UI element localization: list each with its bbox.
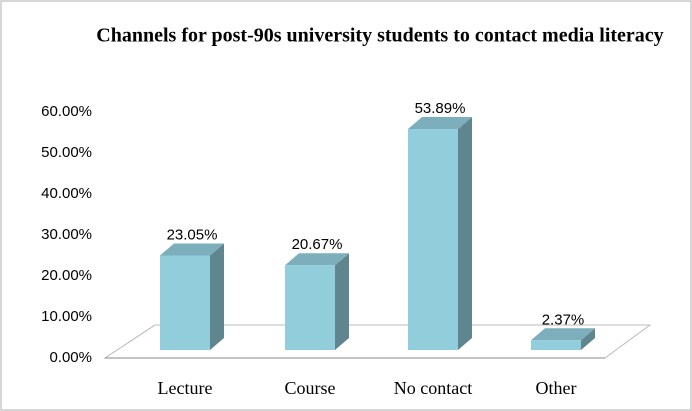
bar [531, 340, 581, 350]
bar-top [408, 117, 472, 130]
y-tick-label: 50.00% [41, 144, 92, 161]
x-tick-label: Lecture [158, 378, 213, 398]
y-tick-label: 30.00% [41, 226, 92, 243]
bar-side [210, 243, 224, 350]
bar [408, 129, 458, 350]
y-tick-label: 60.00% [41, 103, 92, 120]
x-tick-label: Other [536, 378, 577, 398]
bar-side [335, 253, 349, 350]
y-tick-label: 20.00% [41, 267, 92, 284]
bar-side [581, 328, 595, 350]
value-label: 23.05% [167, 226, 218, 243]
y-tick-label: 0.00% [49, 349, 92, 366]
x-tick-label: No contact [394, 378, 472, 398]
y-tick-label: 40.00% [41, 185, 92, 202]
value-label: 53.89% [415, 100, 466, 117]
bar-top [531, 328, 595, 341]
bar-top [160, 243, 224, 256]
bar-side [458, 117, 472, 351]
bar-top [285, 253, 349, 266]
value-label: 2.37% [542, 311, 585, 328]
x-tick-label: Course [285, 378, 336, 398]
bar [160, 255, 210, 350]
y-tick-label: 10.00% [41, 308, 92, 325]
bar [285, 265, 335, 350]
floor-edge [104, 324, 156, 359]
value-label: 20.67% [292, 236, 343, 253]
chart-title: Channels for post-90s university student… [96, 25, 663, 47]
